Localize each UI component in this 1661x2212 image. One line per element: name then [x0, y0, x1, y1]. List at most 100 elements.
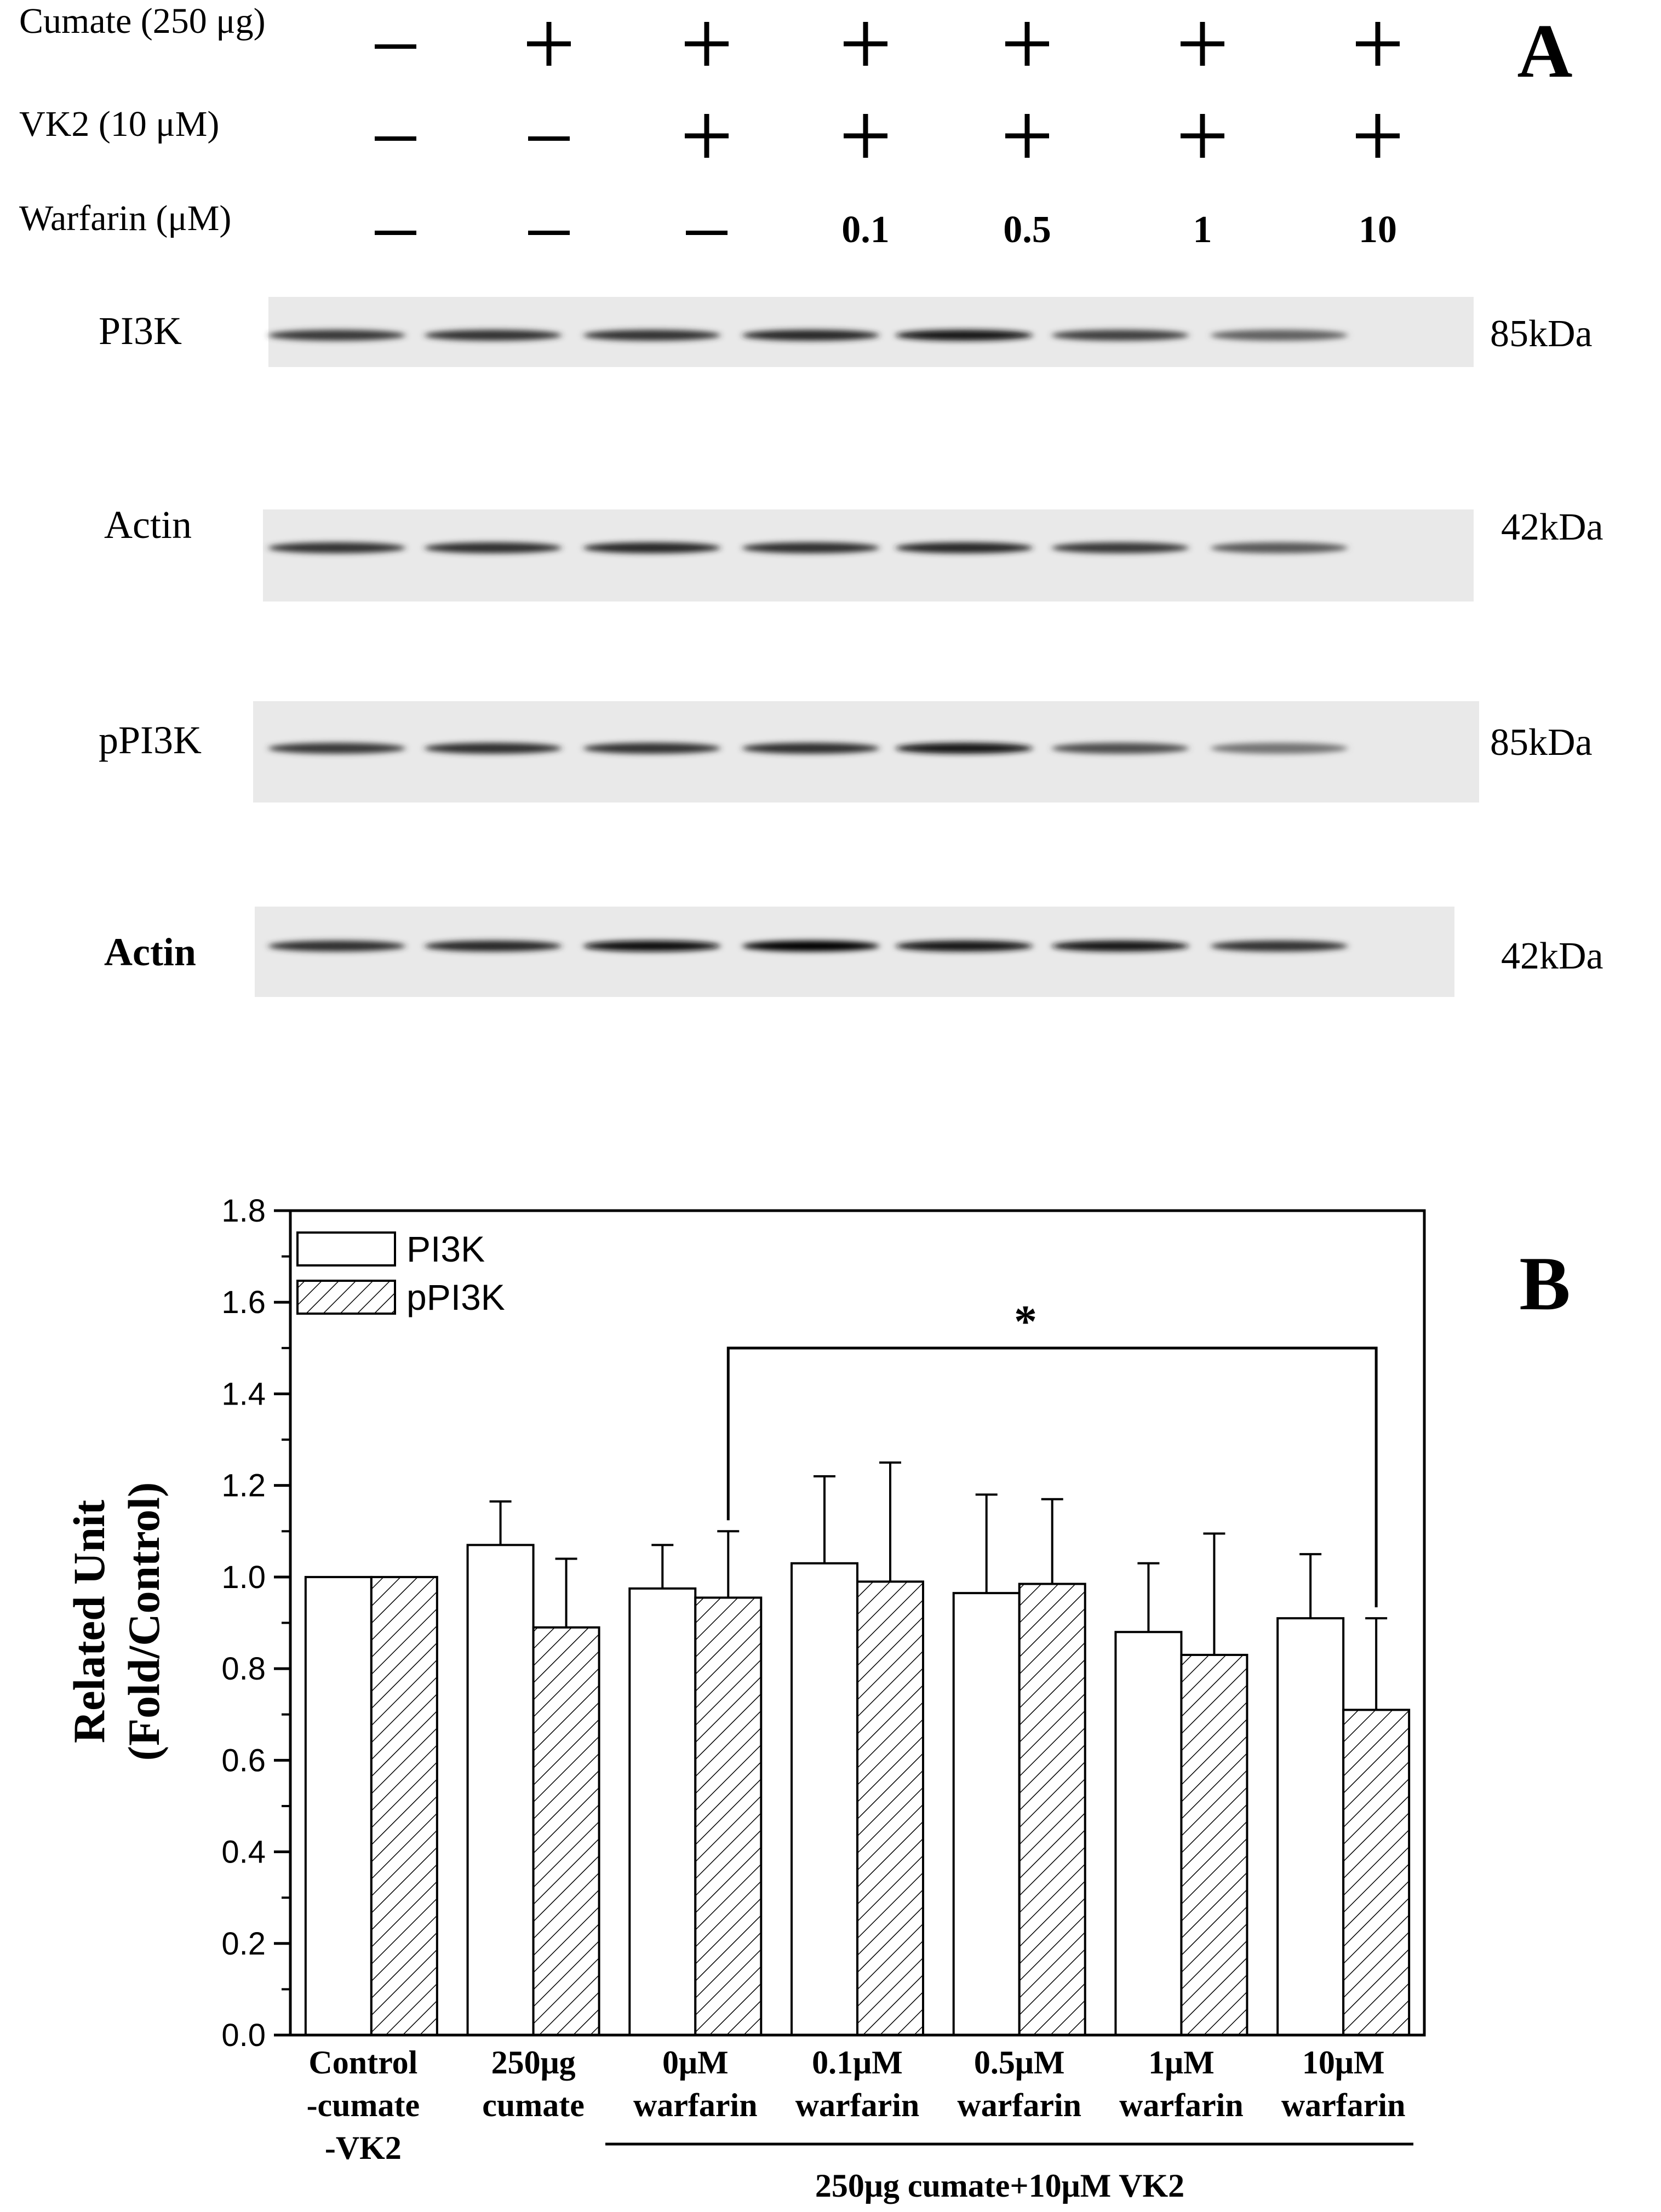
x-tick-label: warfarin: [1119, 2087, 1244, 2123]
x-tick-label: 250μg: [491, 2044, 576, 2081]
y-tick-label: 1.6: [221, 1285, 266, 1320]
x-tick-label: warfarin: [795, 2087, 920, 2123]
x-axis-labels: Control -cumate -VK2 250μg cumate 0μM warfarin…: [307, 2044, 1406, 2166]
x-tick-label: 0μM: [662, 2044, 729, 2081]
bar-pi3k: [304, 1575, 373, 2036]
warfarin-dose: 0.5: [1003, 209, 1051, 251]
legend-swatch-ppi3k: [296, 1280, 396, 1315]
warfarin-dose: 1: [1193, 209, 1212, 251]
panel-a: A Cumate (250 μg) VK2 (10 μM) Warfarin (μM…: [19, 1, 1603, 997]
blot-band: [583, 542, 720, 553]
y-tick-label: 0.2: [221, 1926, 266, 1962]
blot-strip: Actin 42kDa: [104, 907, 1603, 997]
significance-bracket-line: [726, 1346, 1378, 1608]
x-tick-label: warfarin: [957, 2087, 1081, 2123]
blot-band: [425, 941, 562, 952]
x-tick-label: -VK2: [325, 2130, 402, 2166]
treatment-plus: [1005, 22, 1049, 66]
x-tick-label: warfarin: [1281, 2087, 1406, 2123]
treatment-plus: [1356, 22, 1400, 66]
bar-pi3k: [628, 1587, 697, 2037]
blot-band: [425, 542, 562, 553]
group-underline-label: 250μg cumate+10μM VK2: [815, 2168, 1184, 2204]
panel-b: B 0.0 0.2 0.4 0.6 0.8 1.0 1.2 1.4 1.6 1.8 Control…: [64, 1193, 1571, 2204]
y-axis-label-line1: Related Unit: [64, 1500, 114, 1743]
legend-label-pi3k: PI3K: [406, 1229, 485, 1269]
treatment-table: Cumate (250 μg) VK2 (10 μM) Warfarin (μM) 0…: [19, 1, 1400, 251]
x-tick-label: 0.5μM: [974, 2044, 1065, 2081]
legend-label-ppi3k: pPI3K: [406, 1277, 505, 1317]
x-tick-label: 10μM: [1302, 2044, 1385, 2081]
blot-label: Actin: [104, 930, 196, 974]
blot-size: 85kDa: [1490, 721, 1593, 764]
blot-band: [268, 330, 405, 341]
y-tick-label: 1.4: [221, 1376, 266, 1412]
treatment-plus: [844, 114, 887, 158]
bar-series: [304, 1544, 1411, 2037]
bar-pi3k: [1114, 1631, 1183, 2036]
bar-ppi3k: [694, 1596, 763, 2036]
warfarin-dose: 0.1: [841, 209, 890, 251]
blot-band: [742, 941, 879, 952]
bar-pi3k: [466, 1544, 535, 2036]
bar-ppi3k: [856, 1580, 924, 2036]
blot-band: [425, 743, 562, 754]
blot-band: [1211, 743, 1348, 754]
blot-label: PI3K: [99, 309, 182, 353]
blot-band: [1052, 330, 1189, 341]
significance-bracket: [726, 1346, 1378, 1608]
error-bars: [489, 1461, 1388, 1710]
treatment-plus: [1005, 114, 1049, 158]
legend: PI3K pPI3K: [296, 1229, 505, 1317]
blot-band: [1052, 941, 1189, 952]
bar-pi3k: [952, 1592, 1021, 2037]
bar-ppi3k: [1342, 1709, 1411, 2036]
bar-pi3k: [1276, 1617, 1345, 2036]
bar-pi3k: [791, 1562, 858, 2037]
blot-band: [896, 743, 1033, 754]
blot-band: [1211, 330, 1348, 341]
treatment-row-label: VK2 (10 μM): [19, 104, 219, 144]
blot-band: [268, 743, 405, 754]
x-tick-label: 0.1μM: [812, 2044, 903, 2081]
y-tick-label: 1.8: [221, 1193, 266, 1229]
treatment-plus: [844, 22, 887, 66]
blot-strip: pPI3K 85kDa: [99, 701, 1593, 803]
y-tick-label: 1.0: [221, 1560, 266, 1595]
significance-asterisk: *: [1014, 1296, 1037, 1347]
y-axis: 0.0 0.2 0.4 0.6 0.8 1.0 1.2 1.4 1.6 1.8: [221, 1193, 290, 2053]
bar-ppi3k: [532, 1626, 600, 2036]
treatment-row-label: Warfarin (μM): [19, 198, 231, 238]
bar-ppi3k: [1180, 1654, 1248, 2037]
x-tick-label: 1μM: [1148, 2044, 1215, 2081]
blot-band: [1052, 743, 1189, 754]
blot-band: [896, 542, 1033, 553]
x-tick-label: Control: [308, 2044, 417, 2081]
blot-size: 85kDa: [1490, 313, 1593, 355]
blot-label: Actin: [104, 503, 192, 547]
blot-size: 42kDa: [1501, 935, 1603, 977]
blot-band: [1211, 941, 1348, 952]
western-blots: PI3K 85kDa Actin 42kDa pPI3K 85kDa Actin 42kDa: [99, 297, 1603, 997]
treatment-plus: [1356, 114, 1400, 158]
y-axis-label-line2: (Fold/Control): [119, 1482, 169, 1761]
blot-membrane: [263, 509, 1474, 601]
treatment-plus: [527, 22, 571, 66]
y-tick-label: 0.0: [221, 2018, 266, 2053]
blot-size: 42kDa: [1501, 506, 1603, 548]
blot-band: [583, 330, 720, 341]
blot-band: [742, 330, 879, 341]
blot-band: [268, 542, 405, 553]
panel-b-label: B: [1519, 1241, 1570, 1326]
x-tick-label: cumate: [482, 2087, 585, 2123]
treatment-plus: [1181, 114, 1224, 158]
blot-label: pPI3K: [99, 718, 202, 762]
y-tick-label: 1.2: [221, 1468, 266, 1504]
blot-membrane: [255, 907, 1454, 997]
blot-band: [583, 743, 720, 754]
y-tick-label: 0.6: [221, 1743, 266, 1778]
blot-band: [1211, 542, 1348, 553]
blot-band: [425, 330, 562, 341]
